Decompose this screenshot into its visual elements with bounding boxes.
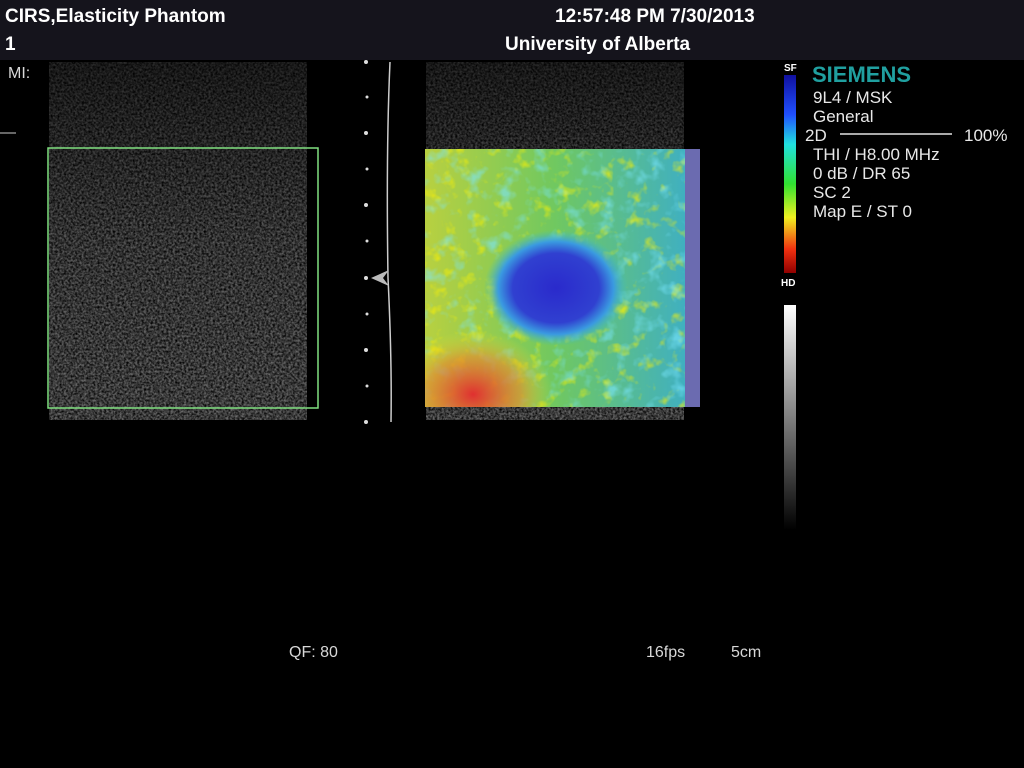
mi-label: MI:: [8, 65, 30, 82]
colorbar-bottom-label: HD: [781, 278, 795, 289]
preset: General: [813, 107, 873, 126]
patient-name: CIRS,Elasticity Phantom: [5, 6, 226, 27]
quality-factor: QF: 80: [289, 644, 338, 661]
header-bar: [0, 0, 1024, 60]
colorbar-top-label: SF: [784, 63, 797, 74]
color-bar: [784, 75, 796, 273]
transducer: 9L4 / MSK: [813, 88, 893, 107]
date-time: 12:57:48 PM 7/30/2013: [555, 6, 755, 27]
roi-box: [47, 147, 319, 409]
depth: 5cm: [731, 644, 761, 661]
setting: Map E / ST 0: [813, 202, 912, 221]
mode: 2D: [805, 126, 827, 145]
gray-bar: [784, 305, 796, 530]
gain: 100%: [964, 126, 1007, 145]
frame-rate: 16fps: [646, 644, 685, 661]
brand: SIEMENS: [812, 62, 911, 87]
setting: 0 dB / DR 65: [813, 164, 910, 183]
bmode-image: [47, 62, 319, 420]
institution: University of Alberta: [505, 34, 691, 55]
elastography-image: [425, 62, 700, 420]
depth-scale: [364, 60, 392, 424]
setting: THI / H8.00 MHz: [813, 145, 940, 164]
image-number: 1: [5, 34, 16, 55]
setting: SC 2: [813, 183, 851, 202]
